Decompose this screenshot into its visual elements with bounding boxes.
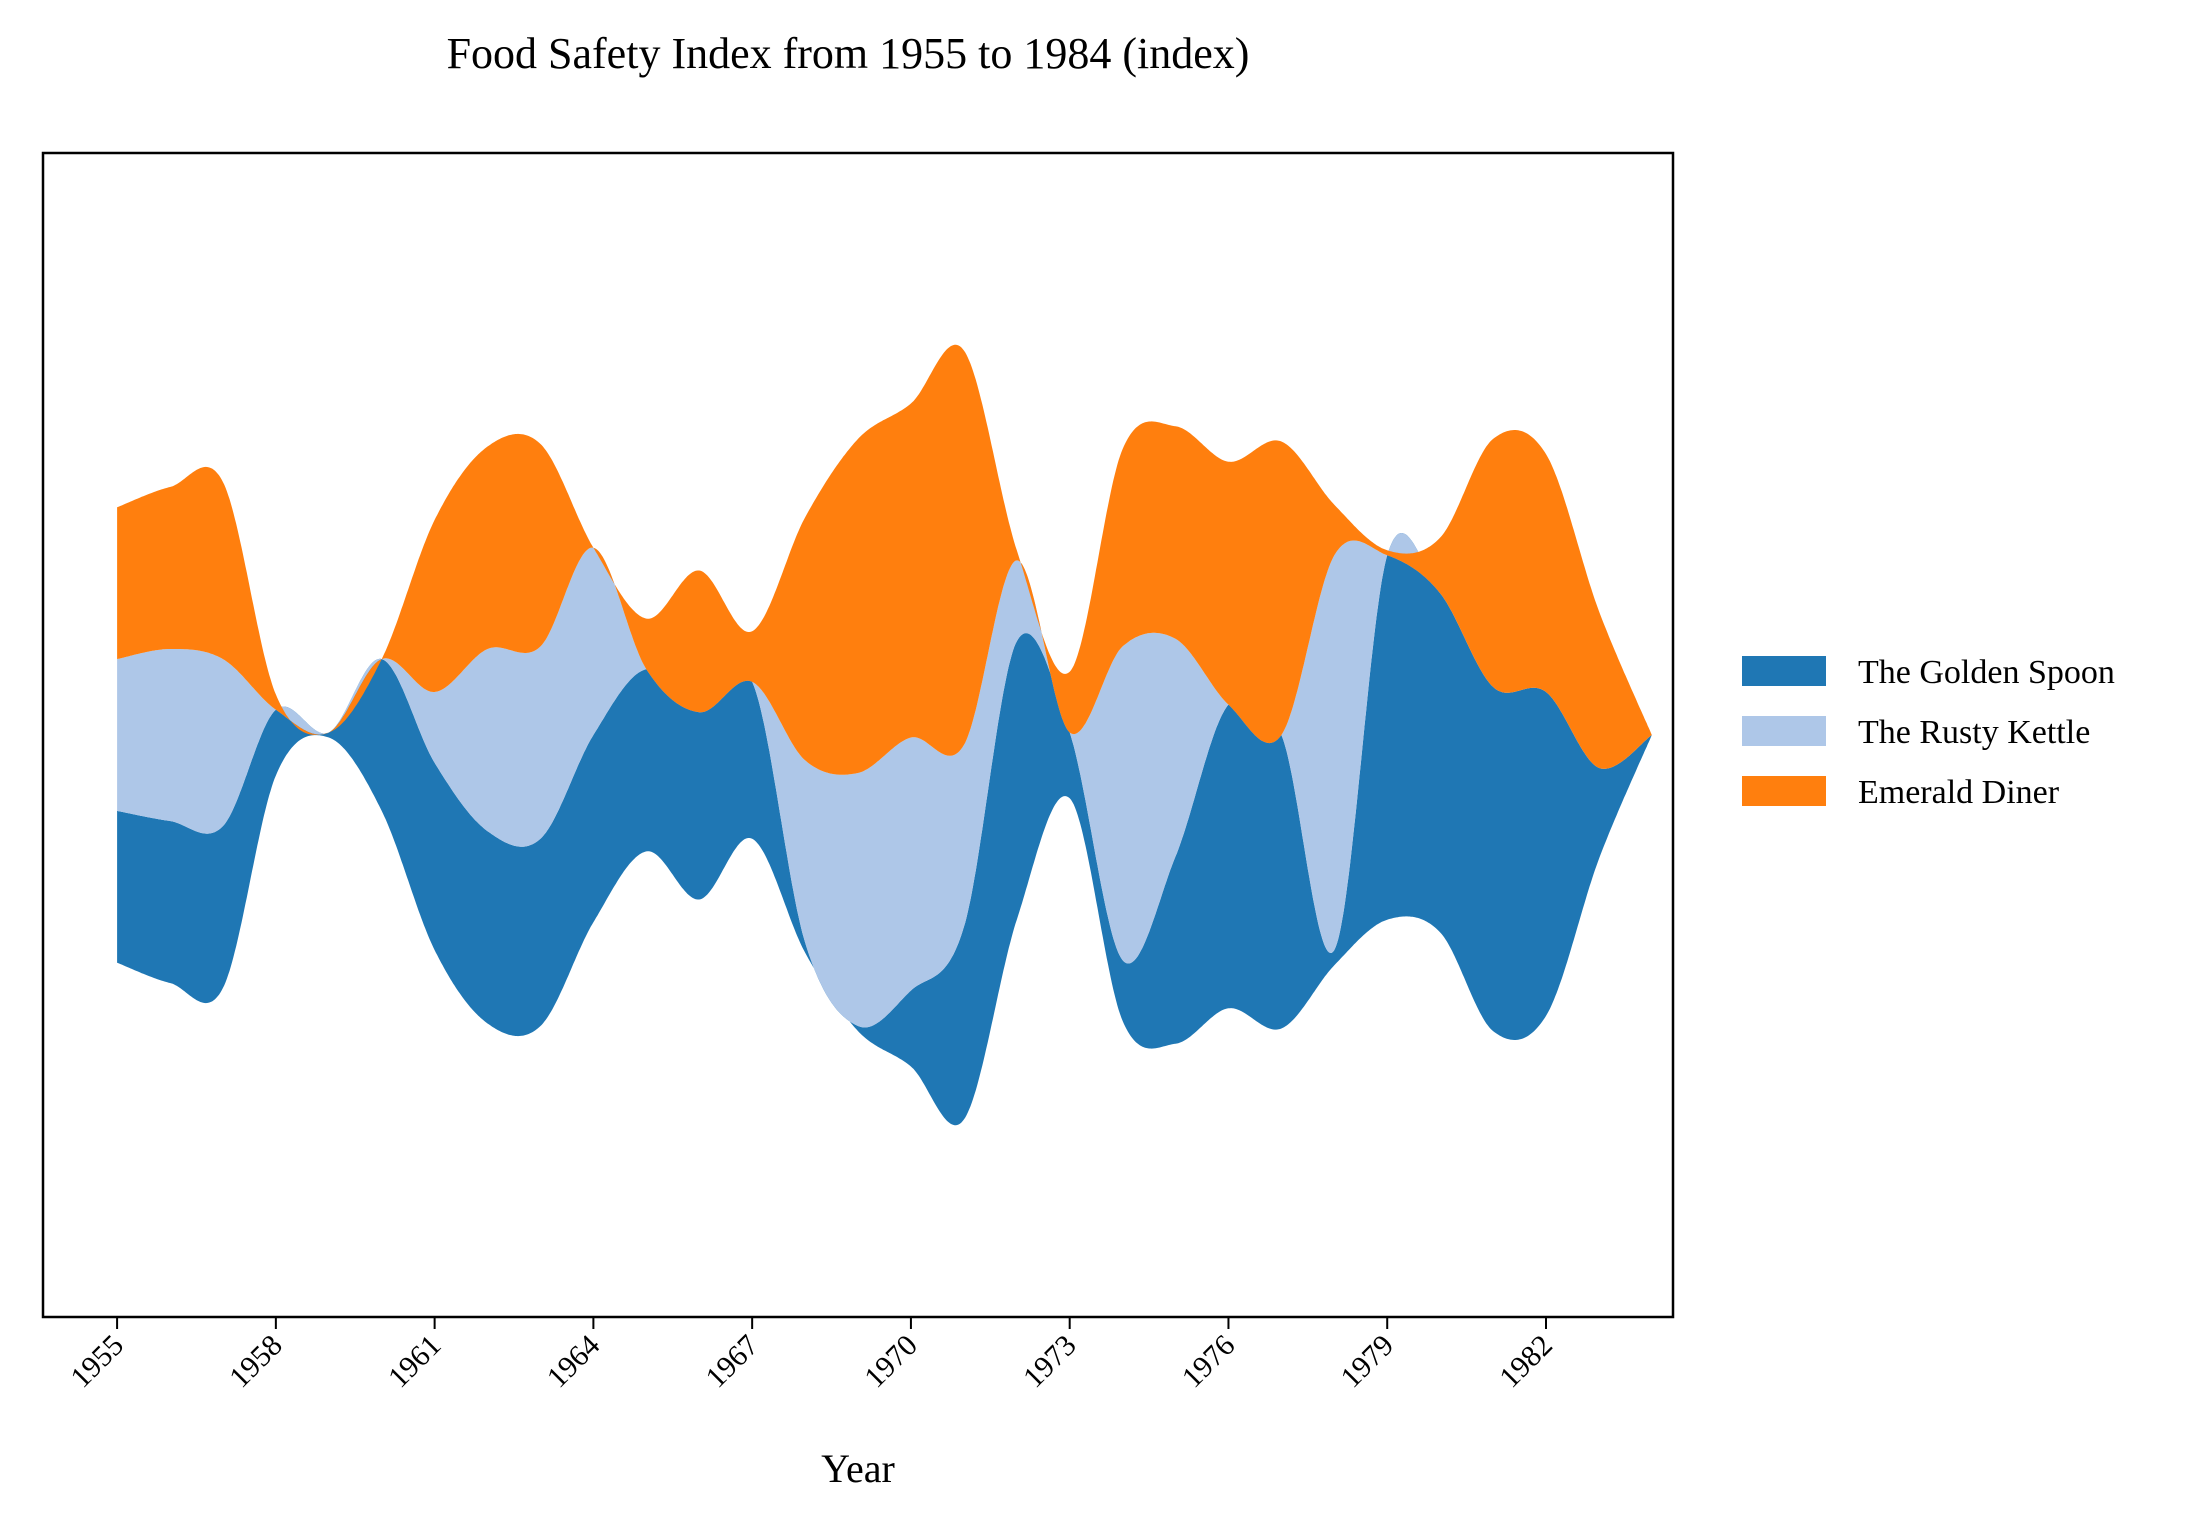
x-tick-label: 1973: [1017, 1329, 1083, 1395]
x-tick-label: 1970: [858, 1329, 924, 1395]
stream-layer-the-rusty-kettle: [117, 533, 1652, 1028]
plot-frame: [41, 151, 1675, 1319]
x-tick-label: 1982: [1493, 1329, 1559, 1395]
x-tick-label: 1979: [1334, 1329, 1400, 1395]
x-axis-ticks: 1955 1958 1961 1964 1967 1970 1973 1976 1979 1982: [64, 1317, 1559, 1394]
legend-swatch: [1742, 716, 1826, 746]
stream-layer-the-golden-spoon: [117, 533, 1652, 1126]
chart-title: Food Safety Index from 1955 to 1984 (ind…: [447, 29, 1250, 78]
legend-label: The Rusty Kettle: [1858, 714, 2090, 751]
x-tick-label: 1955: [64, 1329, 130, 1395]
legend: The Golden Spoon The Rusty Kettle Emerald …: [1742, 654, 2115, 811]
legend-swatch: [1742, 656, 1826, 686]
stream-layers: [117, 344, 1652, 1126]
legend-label: Emerald Diner: [1858, 774, 2060, 811]
x-tick-label: 1967: [699, 1329, 765, 1395]
x-axis-label: Year: [821, 1446, 895, 1491]
legend-swatch: [1742, 776, 1826, 806]
x-tick-label: 1958: [223, 1329, 289, 1395]
stream-layer-emerald-diner: [117, 344, 1652, 775]
x-tick-label: 1976: [1176, 1329, 1242, 1395]
x-tick-label: 1961: [382, 1329, 448, 1395]
x-tick-label: 1964: [541, 1329, 607, 1395]
legend-label: The Golden Spoon: [1858, 654, 2115, 691]
